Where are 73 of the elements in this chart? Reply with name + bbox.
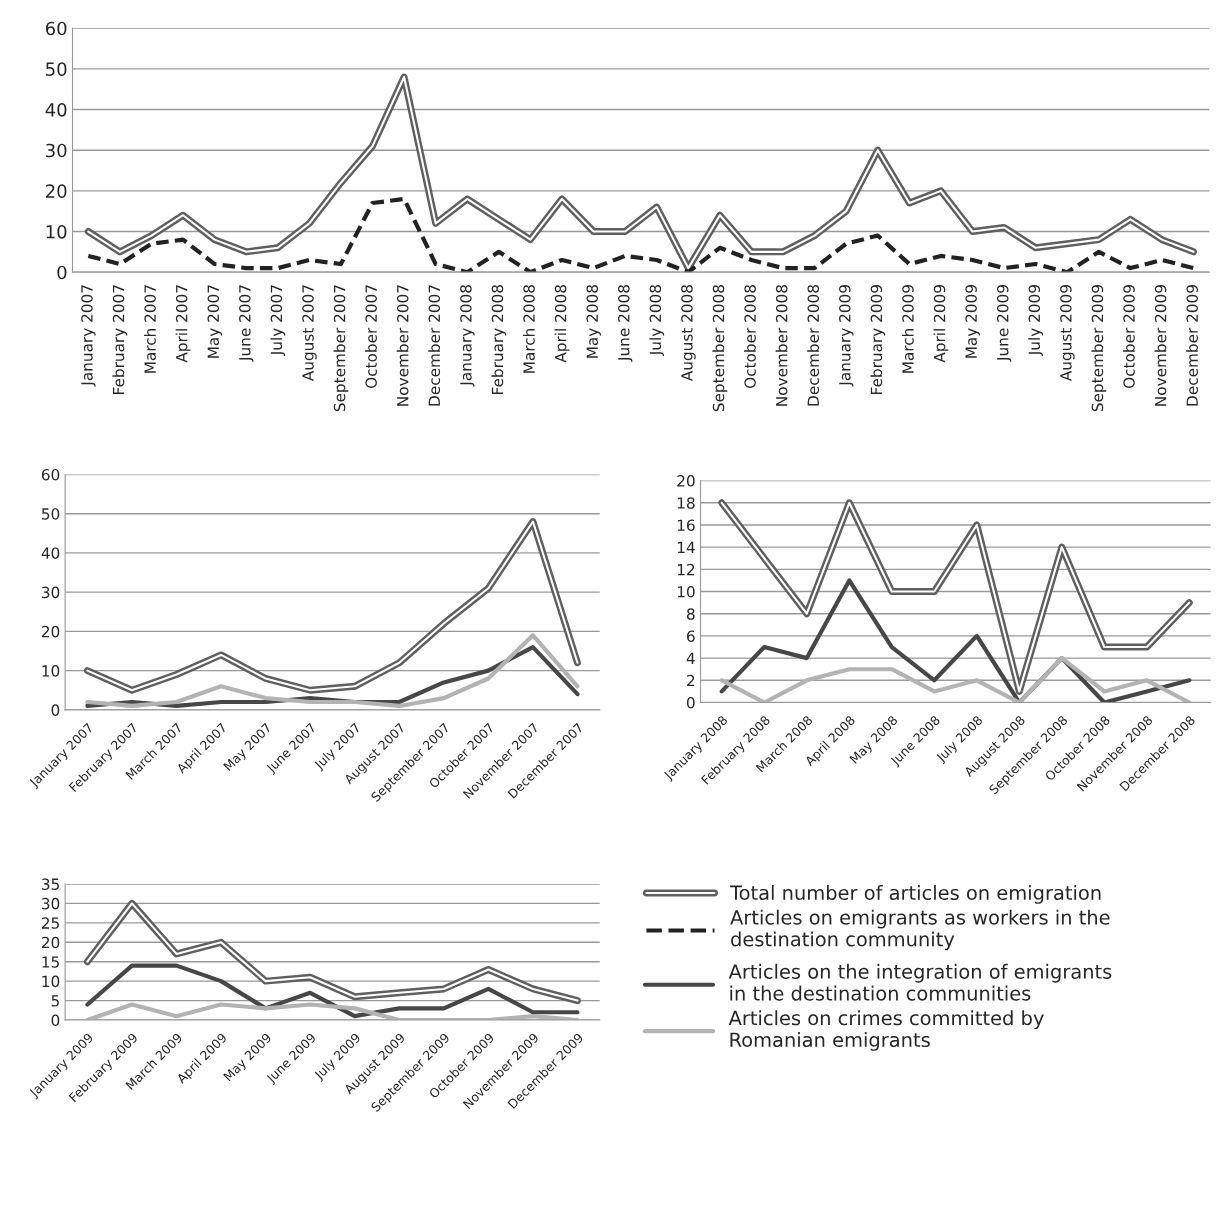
x-tick-label: September 2009	[1091, 285, 1107, 412]
x-tick-label: April 2009	[933, 285, 949, 363]
y-tick-label: 0	[51, 704, 60, 716]
x-tick-label: January 2008	[460, 285, 475, 387]
y-tick-label: 30	[46, 143, 67, 158]
x-tick-label: May 2007	[207, 285, 223, 358]
x-tick-label: August 2009	[1060, 285, 1075, 382]
y-tick-label: 10	[677, 586, 695, 598]
y-tick-label: 20	[41, 625, 60, 638]
y-tick-label: 40	[45, 102, 67, 117]
y-tick-label: 25	[41, 917, 59, 929]
x-tick-label: October 2007	[365, 285, 377, 388]
x-tick-label: November 2009	[1154, 285, 1167, 406]
y-tick-label: 18	[677, 497, 695, 509]
x-tick-label: March 2009	[901, 285, 914, 373]
x-tick-label: June 2008	[618, 285, 633, 362]
x-tick-label: March 2008	[523, 285, 535, 373]
x-tick-label: May 2008	[586, 285, 601, 358]
x-tick-label: June 2007	[239, 285, 254, 362]
x-tick-label: July 2007	[270, 285, 286, 356]
y-tick-label: 2	[687, 674, 695, 687]
x-tick-label: July 2009	[1028, 285, 1044, 356]
x-tick-label: December 2007	[428, 285, 441, 406]
x-tick-label: June 2009	[996, 285, 1012, 362]
y-tick-label: 50	[46, 62, 67, 76]
y-tick-label: 30	[42, 586, 60, 599]
y-tick-label: 4	[686, 652, 695, 664]
y-tick-label: 10	[46, 224, 67, 239]
x-tick-label: November 2008	[775, 285, 788, 406]
legend-label: Articles on the integration of emigrants in the destination communities	[728, 963, 1112, 1001]
y-tick-label: 35	[42, 878, 59, 890]
y-tick-label: 14	[677, 541, 695, 553]
y-tick-label: 10	[42, 975, 60, 988]
y-tick-label: 30	[42, 897, 60, 910]
y-tick-label: 15	[42, 956, 59, 968]
x-tick-label: December 2009	[1186, 285, 1198, 406]
x-tick-label: July 2008	[649, 285, 665, 356]
y-tick-label: 60	[45, 21, 67, 36]
y-tick-label: 20	[677, 475, 695, 487]
y-tick-label: 0	[686, 696, 695, 709]
x-tick-label: September 2007	[333, 285, 349, 412]
y-tick-label: 16	[677, 519, 695, 531]
y-tick-label: 0	[51, 1014, 60, 1027]
x-tick-label: December 2008	[807, 285, 820, 406]
x-tick-label: February 2007	[112, 285, 128, 394]
x-tick-label: February 2009	[870, 285, 886, 394]
y-tick-label: 40	[41, 547, 60, 559]
x-tick-label: August 2008	[681, 285, 696, 382]
x-tick-label: April 2007	[175, 285, 191, 363]
x-tick-label: May 2009	[965, 285, 980, 358]
x-tick-label: January 2009	[839, 285, 854, 387]
x-tick-label: October 2008	[744, 285, 756, 388]
y-tick-label: 60	[41, 468, 60, 481]
x-tick-label: January 2007	[81, 285, 96, 387]
y-tick-label: 20	[46, 184, 67, 198]
y-tick-label: 12	[677, 563, 695, 576]
x-tick-label: March 2007	[144, 285, 156, 373]
legend-label: Total number of articles on emigration	[729, 885, 1101, 904]
x-tick-label: April 2008	[554, 285, 570, 363]
x-tick-label: November 2007	[396, 285, 409, 406]
y-tick-label: 8	[686, 608, 695, 620]
legend-label: Articles on crimes committed by Romanian emigrants	[728, 1010, 1044, 1051]
x-tick-label: September 2008	[712, 285, 728, 412]
y-tick-label: 0	[57, 265, 67, 280]
y-tick-label: 5	[51, 995, 59, 1007]
x-tick-label: August 2007	[302, 285, 317, 382]
x-tick-label: October 2009	[1123, 285, 1135, 388]
x-tick-label: February 2008	[491, 285, 507, 394]
y-tick-label: 20	[41, 936, 60, 949]
y-tick-label: 10	[42, 665, 60, 677]
y-tick-label: 6	[687, 630, 695, 642]
y-tick-label: 50	[42, 508, 60, 520]
legend-label: Articles on emigrants as workers in the destination community	[730, 909, 1110, 951]
